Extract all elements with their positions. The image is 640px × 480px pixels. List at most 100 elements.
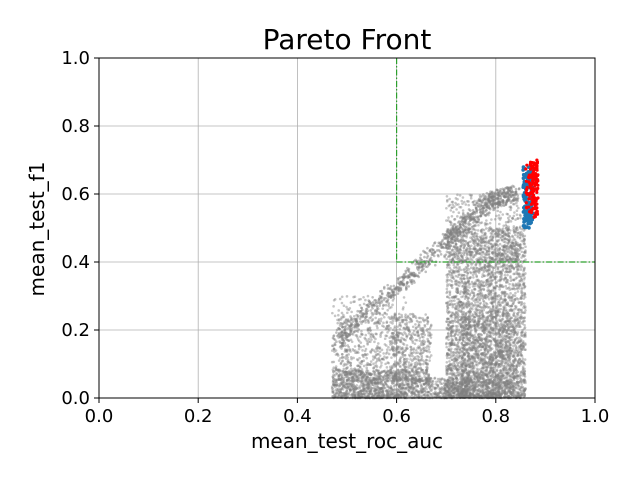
trial-point <box>428 342 432 346</box>
trial-point <box>454 274 458 278</box>
trial-point <box>459 254 463 258</box>
trial-point <box>486 311 489 315</box>
trial-point <box>445 360 449 364</box>
trial-point <box>357 392 361 396</box>
trial-point <box>334 394 337 398</box>
trial-point <box>396 378 399 382</box>
trial-point <box>381 390 385 394</box>
trial-point <box>365 378 369 381</box>
trial-point <box>346 385 350 388</box>
trial-point <box>361 382 365 386</box>
trial-point <box>383 394 386 398</box>
trial-point <box>352 371 355 375</box>
trial-point <box>410 370 414 373</box>
trial-point <box>355 379 359 382</box>
trial-point <box>524 309 527 312</box>
trial-point <box>398 395 402 398</box>
trial-point <box>389 371 393 374</box>
trial-point <box>423 325 427 328</box>
trial-point <box>367 384 371 387</box>
trial-point <box>521 357 525 361</box>
trial-point <box>388 389 392 393</box>
trial-point <box>371 383 375 387</box>
trial-point <box>371 376 375 380</box>
trial-point <box>379 387 383 390</box>
trial-point <box>400 392 404 396</box>
trial-point <box>359 379 362 383</box>
trial-point <box>421 317 425 320</box>
trial-point <box>383 377 386 380</box>
trial-point <box>520 286 524 289</box>
trial-point <box>503 264 507 267</box>
trial-point <box>337 378 341 381</box>
trial-point <box>520 291 523 295</box>
trial-point <box>395 383 398 387</box>
trial-point <box>393 394 397 398</box>
trial-point <box>372 394 376 398</box>
trial-point <box>331 380 335 384</box>
chart-title: Pareto Front <box>263 23 432 56</box>
trial-point <box>398 383 402 387</box>
trial-point <box>409 351 413 354</box>
trial-point <box>456 283 459 287</box>
trial-point <box>375 391 379 395</box>
trial-point <box>351 377 354 380</box>
trial-point <box>339 377 343 381</box>
trial-point <box>462 302 466 306</box>
trial-point <box>392 393 396 397</box>
trial-point <box>426 366 429 369</box>
trial-point <box>411 336 414 340</box>
trial-point <box>369 389 373 392</box>
trial-point <box>350 379 354 383</box>
trial-point <box>364 380 368 384</box>
trial-point <box>446 378 450 382</box>
trial-point <box>417 316 421 320</box>
trial-point <box>379 395 383 399</box>
trial-point <box>422 383 426 386</box>
trial-point <box>379 374 383 378</box>
trial-point <box>454 358 458 361</box>
trial-point <box>368 382 371 386</box>
trial-point <box>427 390 431 394</box>
trial-point <box>516 290 520 293</box>
trial-point <box>388 379 392 382</box>
trial-point <box>362 375 365 379</box>
trial-point <box>455 288 458 292</box>
trial-point <box>373 394 376 398</box>
trial-point <box>352 382 355 386</box>
trial-point <box>370 386 374 390</box>
trial-point <box>498 315 502 318</box>
trial-point <box>445 383 449 387</box>
trial-point <box>426 316 429 320</box>
trial-point <box>420 388 423 392</box>
trial-point <box>362 392 366 395</box>
trial-point <box>397 385 401 388</box>
trial-point <box>518 308 521 311</box>
trial-point <box>376 382 379 386</box>
trial-point <box>404 378 407 382</box>
trial-point <box>357 370 361 373</box>
trial-point <box>495 284 499 288</box>
trial-point <box>512 312 516 316</box>
trial-point <box>401 381 405 385</box>
trial-point <box>359 369 362 373</box>
trial-point <box>469 266 473 269</box>
trial-point <box>457 373 461 376</box>
trial-point <box>343 393 347 397</box>
trial-point <box>385 393 389 397</box>
trial-point <box>399 377 403 381</box>
trial-point <box>366 383 370 386</box>
trial-point <box>377 391 381 395</box>
trial-point <box>388 376 392 380</box>
trial-point <box>366 369 370 373</box>
trial-point <box>522 273 526 276</box>
trial-point <box>341 384 345 388</box>
trial-point <box>508 264 511 268</box>
trial-point <box>375 377 378 381</box>
trial-point <box>420 348 423 351</box>
trial-point <box>517 301 521 305</box>
trial-point <box>340 382 343 386</box>
trial-point <box>337 389 341 393</box>
trial-point <box>401 386 405 390</box>
trial-point <box>331 391 335 394</box>
